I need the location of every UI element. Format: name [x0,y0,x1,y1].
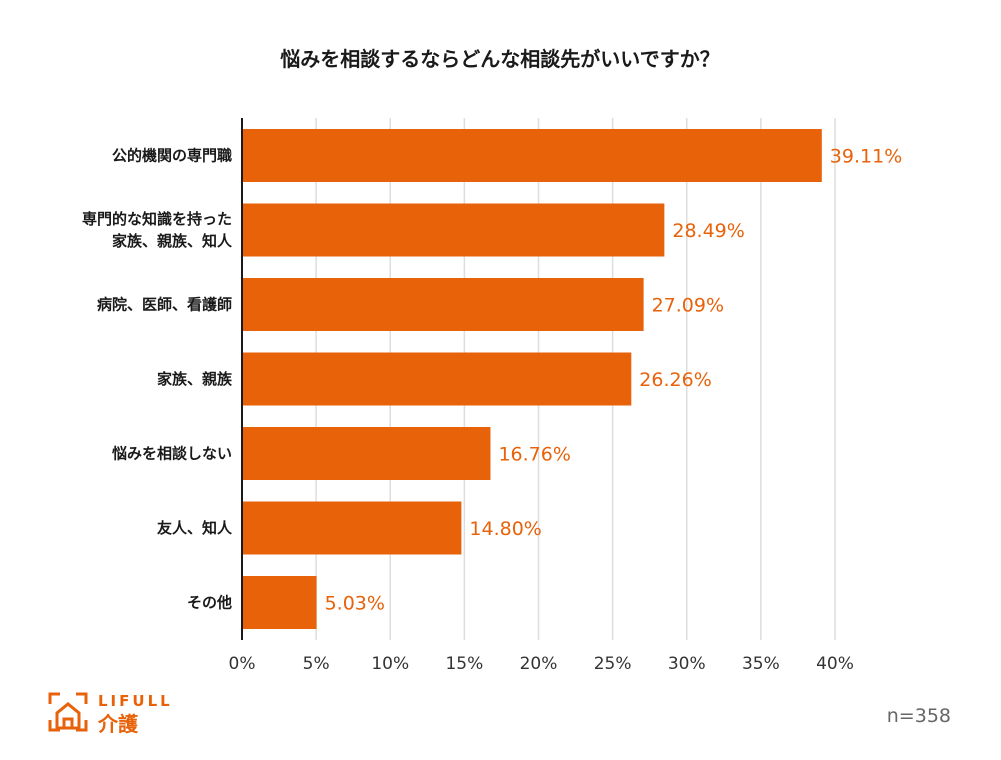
x-tick-labels: 0% 5% 10% 15% 20% 25% 30% 35% 40% [229,654,854,674]
category-label: 悩みを相談しない [111,445,232,463]
x-tick-label: 10% [371,654,409,674]
bar [242,427,491,480]
category-label: 家族、親族 [157,370,233,388]
x-tick-label: 35% [742,654,780,674]
data-label: 14.80% [469,518,541,540]
data-label: 26.26% [639,369,711,391]
x-tick-label: 40% [816,654,854,674]
data-label: 5.03% [325,593,385,615]
bar [242,278,644,331]
data-label: 27.09% [652,295,724,317]
category-label: 友人、知人 [157,519,233,537]
category-label: 家族、親族、知人 [112,232,233,250]
x-tick-label: 0% [229,654,256,674]
bar [242,129,822,182]
data-labels: 39.11% 28.49% 27.09% 26.26% 16.76% 14.80% 5.03… [325,146,903,615]
bar [242,203,665,257]
category-label: 病院、医師、看護師 [97,296,232,314]
data-label: 16.76% [498,444,570,466]
logo-brand-text: LIFULL [98,692,173,710]
bar [242,576,317,629]
x-tick-label: 5% [303,654,330,674]
lifull-logo: LIFULL 介護 [48,692,173,736]
x-tick-label: 25% [594,654,632,674]
category-labels: 公的機関の専門職専門的な知識を持った家族、親族、知人病院、医師、看護師家族、親族… [82,147,233,612]
logo-sub-text: 介護 [97,712,139,736]
data-label: 28.49% [672,220,744,242]
bar [242,352,632,406]
data-label: 39.11% [830,146,902,168]
house-frame-icon [48,692,88,732]
x-tick-label: 30% [668,654,706,674]
bar [242,501,462,555]
sample-size-note: n=358 [887,705,951,727]
category-label: 公的機関の専門職 [112,147,232,165]
x-tick-label: 20% [520,654,558,674]
category-label: 専門的な知識を持った [82,210,232,228]
category-label: その他 [187,594,232,612]
chart-title: 悩みを相談するならどんな相談先がいいですか？ [280,47,719,71]
bars [242,129,822,629]
x-tick-label: 15% [445,654,483,674]
